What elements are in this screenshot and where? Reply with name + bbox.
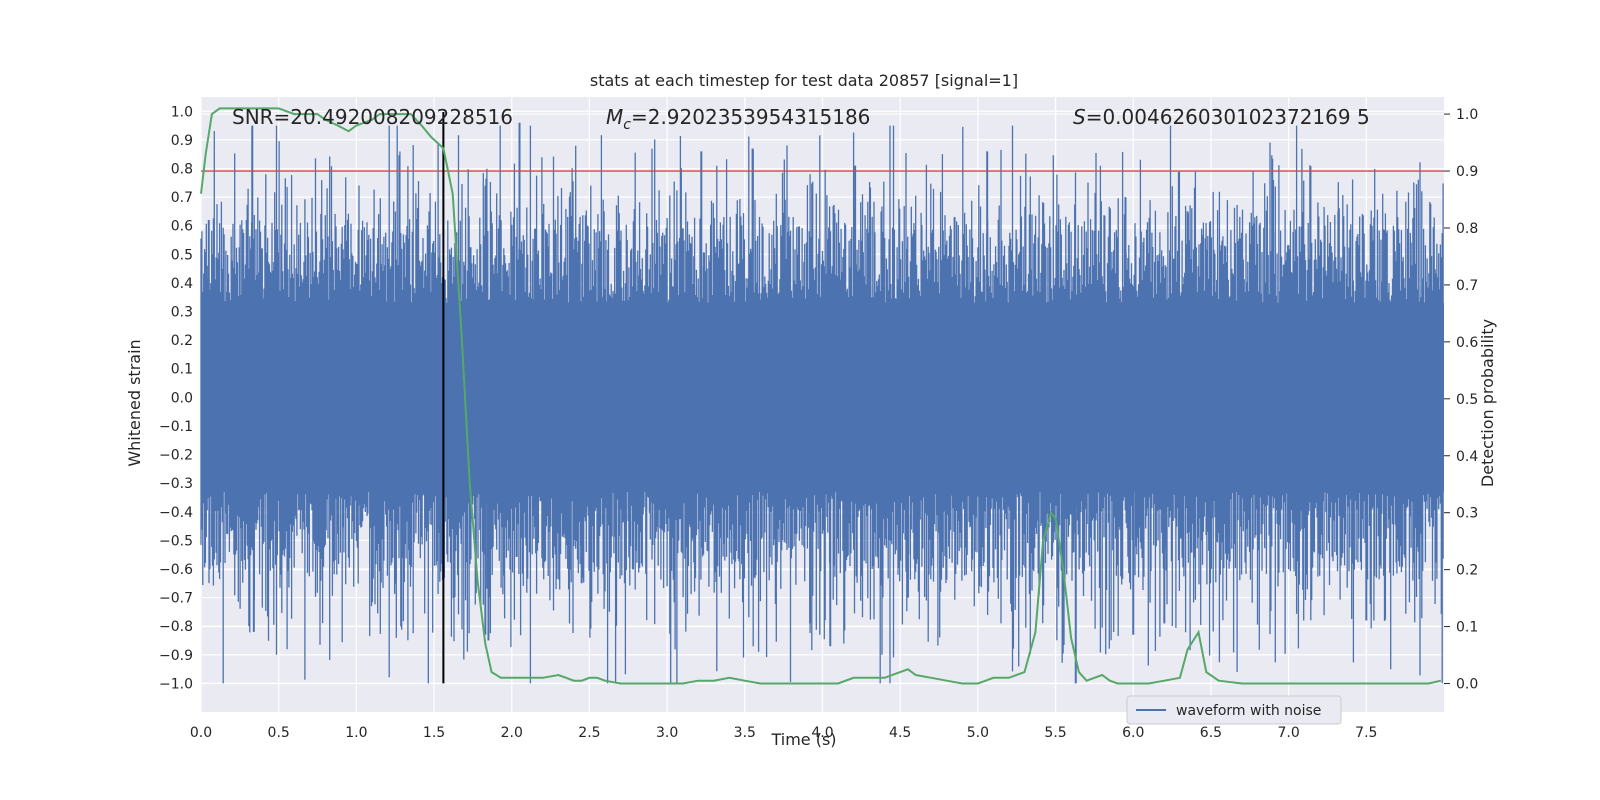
y2-tick-label: 0.4 bbox=[1456, 449, 1478, 465]
x-tick-label: 4.5 bbox=[889, 725, 911, 741]
chirp-mass-symbol: M bbox=[606, 105, 623, 129]
chart-title: stats at each timestep for test data 208… bbox=[590, 71, 1018, 90]
x-tick-label: 5.5 bbox=[1044, 725, 1066, 741]
y-tick-label: 0.6 bbox=[171, 219, 193, 235]
y-tick-label: −0.3 bbox=[159, 476, 193, 492]
x-tick-label: 3.5 bbox=[734, 725, 756, 741]
legend-entry-waveform: waveform with noise bbox=[1176, 703, 1321, 719]
y-tick-label: 0.2 bbox=[171, 333, 193, 349]
y2-tick-label: 1.0 bbox=[1456, 107, 1478, 123]
y2-tick-label: 0.2 bbox=[1456, 563, 1478, 579]
y-tick-label: 0.1 bbox=[171, 362, 193, 378]
y-tick-label: 0.3 bbox=[171, 305, 193, 321]
x-tick-label: 6.5 bbox=[1200, 725, 1222, 741]
x-tick-label: 7.0 bbox=[1277, 725, 1299, 741]
y-tick-label: −0.5 bbox=[159, 533, 193, 549]
y2-tick-label: 0.9 bbox=[1456, 164, 1478, 180]
legend: waveform with noise bbox=[1126, 695, 1342, 725]
y-tick-label: −0.9 bbox=[159, 648, 193, 664]
y2-tick-label: 0.1 bbox=[1456, 620, 1478, 636]
x-axis-label: Time (s) bbox=[770, 730, 836, 749]
y-tick-label: −0.1 bbox=[159, 419, 193, 435]
y-tick-label: 0.9 bbox=[171, 133, 193, 149]
x-axis: 0.0 0.5 1.0 1.5 2.0 2.5 3.0 3.5 4.0 4.5 5.0 5.5 6.0 6… bbox=[190, 725, 1378, 741]
x-tick-label: 1.0 bbox=[345, 725, 367, 741]
chirp-mass-subscript: c bbox=[623, 117, 631, 133]
s-annotation: S=0.004626030102372169 5 bbox=[1073, 105, 1370, 129]
y2-tick-label: 0.3 bbox=[1456, 506, 1478, 522]
y-tick-label: −0.8 bbox=[159, 619, 193, 635]
waveform-series bbox=[200, 122, 1444, 684]
y-tick-label: 1.0 bbox=[171, 104, 193, 120]
snr-annotation: SNR=20.492008209228516 bbox=[232, 105, 513, 129]
y-tick-label: −0.7 bbox=[159, 591, 193, 607]
chirp-mass-annotation: Mc=2.9202353954315186 bbox=[606, 105, 870, 133]
x-tick-label: 1.5 bbox=[423, 725, 445, 741]
probability-series bbox=[200, 107, 1442, 685]
y2-tick-label: 0.5 bbox=[1456, 392, 1478, 408]
legend-box bbox=[1126, 695, 1342, 725]
x-tick-label: 2.0 bbox=[501, 725, 523, 741]
y-tick-label: −0.2 bbox=[159, 448, 193, 464]
x-tick-label: 5.0 bbox=[967, 725, 989, 741]
y-tick-label: 0.8 bbox=[171, 162, 193, 178]
y2-tick-label: 0.8 bbox=[1456, 221, 1478, 237]
x-tick-label: 7.5 bbox=[1355, 725, 1377, 741]
chirp-mass-value: =2.9202353954315186 bbox=[631, 105, 870, 129]
left-axis: 1.0 0.9 0.8 0.7 0.6 0.5 0.4 0.3 0.2 0.1 0.0 −0.1 −0.… bbox=[159, 104, 193, 692]
y-tick-label: 0.7 bbox=[171, 190, 193, 206]
y-tick-label: 0.0 bbox=[171, 390, 193, 406]
waveform-noise bbox=[200, 125, 1444, 684]
y2-tick-label: 0.7 bbox=[1456, 278, 1478, 294]
y-tick-label: −0.6 bbox=[159, 562, 193, 578]
y2-tick-label: 0.6 bbox=[1456, 335, 1478, 351]
y-tick-label: −0.4 bbox=[159, 505, 193, 521]
s-symbol: S bbox=[1073, 105, 1086, 129]
x-tick-label: 2.5 bbox=[578, 725, 600, 741]
x-tick-label: 0.0 bbox=[190, 725, 212, 741]
s-value: =0.004626030102372169 5 bbox=[1086, 105, 1370, 129]
y-axis-label: Whitened strain bbox=[125, 339, 144, 466]
y-tick-label: 0.4 bbox=[171, 276, 193, 292]
x-tick-label: 6.0 bbox=[1122, 725, 1144, 741]
y-tick-label: −1.0 bbox=[159, 676, 193, 692]
detection-probability-line bbox=[200, 107, 1442, 685]
x-tick-label: 4.0 bbox=[811, 725, 833, 741]
x-tick-label: 3.0 bbox=[656, 725, 678, 741]
y-tick-label: 0.5 bbox=[171, 247, 193, 263]
reference-lines bbox=[201, 112, 1444, 684]
y2-tick-label: 0.0 bbox=[1456, 677, 1478, 693]
y2-axis-label: Detection probability bbox=[1478, 319, 1497, 487]
x-tick-label: 0.5 bbox=[268, 725, 290, 741]
right-axis: 1.0 0.9 0.8 0.7 0.6 0.5 0.4 0.3 0.2 0.1 0.0 bbox=[1444, 107, 1478, 693]
